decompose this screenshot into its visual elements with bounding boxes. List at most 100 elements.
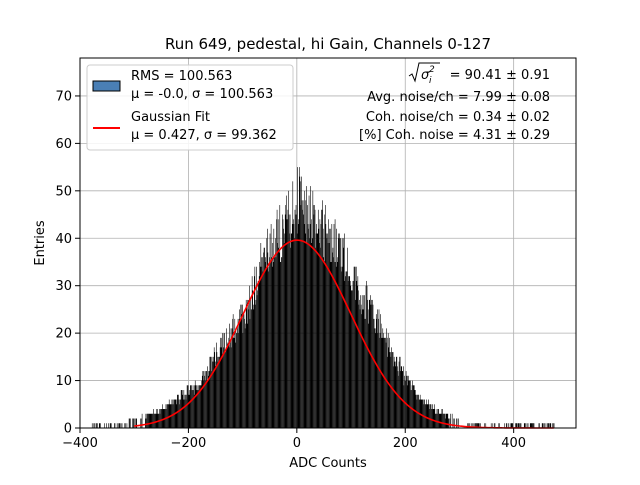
histogram-bin xyxy=(425,404,427,428)
histogram-bin xyxy=(302,209,303,428)
histogram-bin xyxy=(344,280,346,428)
histogram-bin xyxy=(245,299,247,428)
histogram-bin xyxy=(231,328,233,428)
histogram-bin xyxy=(373,318,374,428)
histogram-bin xyxy=(165,404,167,428)
histogram-bin xyxy=(299,176,301,428)
histogram-bin xyxy=(354,266,355,428)
legend-stats-histogram: μ = -0.0, σ = 100.563 xyxy=(131,87,273,102)
histogram-bin xyxy=(553,423,555,428)
histogram-bin xyxy=(441,413,442,428)
histogram-bin xyxy=(236,333,238,428)
histogram-bin xyxy=(414,390,416,428)
histogram-bin xyxy=(428,399,429,428)
histogram-bin xyxy=(194,380,196,428)
histogram-bin xyxy=(296,214,297,428)
histogram-bin xyxy=(361,295,363,428)
histogram-bin xyxy=(289,214,291,428)
histogram-bin xyxy=(287,219,288,428)
histogram-bin xyxy=(477,423,479,428)
histogram-bin xyxy=(248,299,249,428)
histogram-bin xyxy=(364,295,365,428)
histogram-bin xyxy=(187,385,189,428)
histogram-bin xyxy=(152,413,154,428)
histogram-bin xyxy=(447,413,449,428)
histogram-bin xyxy=(277,219,279,428)
histogram-bin xyxy=(195,385,197,428)
histogram-bin xyxy=(388,347,390,428)
histogram-bin xyxy=(246,299,248,428)
histogram-bin xyxy=(321,209,323,428)
histogram-bin xyxy=(136,418,137,428)
histogram-bin xyxy=(407,375,409,428)
histogram-bin xyxy=(405,371,407,428)
histogram-bars xyxy=(91,167,555,428)
histogram-bin xyxy=(266,238,268,428)
histogram-bin xyxy=(121,423,123,428)
histogram-bin xyxy=(327,243,329,428)
histogram-bin xyxy=(302,200,304,428)
histogram-bin xyxy=(406,385,408,428)
histogram-bin xyxy=(533,423,534,428)
histogram-bin xyxy=(258,276,260,428)
histogram-bin xyxy=(413,385,415,428)
histogram-bin xyxy=(148,413,150,428)
histogram-bin xyxy=(286,219,288,428)
histogram-bin xyxy=(370,295,371,428)
histogram-bin xyxy=(347,247,348,428)
histogram-bin xyxy=(379,333,381,428)
histogram-bin xyxy=(393,356,395,428)
histogram-bin xyxy=(280,261,282,428)
histogram-bin xyxy=(294,209,296,428)
histogram-bin xyxy=(339,233,340,428)
histogram-bin xyxy=(421,399,423,428)
histogram-bin xyxy=(141,418,142,428)
histogram-bin xyxy=(282,219,284,428)
histogram-bin xyxy=(327,233,328,428)
x-tick-label: 0 xyxy=(293,436,301,451)
histogram-bin xyxy=(375,314,377,428)
histogram-bin xyxy=(303,214,304,428)
histogram-bin xyxy=(179,399,181,428)
histogram-bin xyxy=(326,233,327,428)
histogram-bin xyxy=(168,399,170,428)
histogram-bin xyxy=(213,356,214,428)
histogram-bin xyxy=(230,328,232,428)
histogram-bin xyxy=(129,418,130,428)
histogram-bin xyxy=(476,423,478,428)
histogram-bin xyxy=(442,409,443,428)
pct-coh-noise-label: [%] Coh. noise = 4.31 ± 0.29 xyxy=(359,128,550,143)
histogram-bin xyxy=(323,261,325,428)
histogram-bin xyxy=(368,299,370,428)
histogram-bin xyxy=(360,304,362,428)
histogram-bin xyxy=(272,261,274,428)
histogram-bin xyxy=(251,309,252,428)
histogram-bin xyxy=(185,399,187,428)
histogram-bin xyxy=(476,423,477,428)
histogram-bin xyxy=(232,314,234,428)
histogram-bin xyxy=(106,423,107,428)
y-tick-label: 50 xyxy=(55,184,72,199)
histogram-bin xyxy=(371,304,373,428)
histogram-bin xyxy=(209,356,211,428)
histogram-bin xyxy=(225,352,226,428)
histogram-bin xyxy=(250,309,252,428)
histogram-bin xyxy=(180,399,181,428)
histogram-bin xyxy=(301,176,302,428)
histogram-bin xyxy=(417,394,419,428)
histogram-bin xyxy=(430,404,431,428)
histogram-bin xyxy=(446,413,448,428)
histogram-bin xyxy=(533,423,535,428)
histogram-bin xyxy=(440,413,442,428)
histogram-bin xyxy=(161,409,162,428)
histogram-bin xyxy=(324,214,326,428)
histogram-bin xyxy=(478,423,480,428)
y-tick-label: 30 xyxy=(55,279,72,294)
histogram-bin xyxy=(390,352,391,428)
histogram-bin xyxy=(442,413,444,428)
histogram-bin xyxy=(510,423,512,428)
histogram-bin xyxy=(498,423,500,428)
histogram-bin xyxy=(448,418,450,428)
